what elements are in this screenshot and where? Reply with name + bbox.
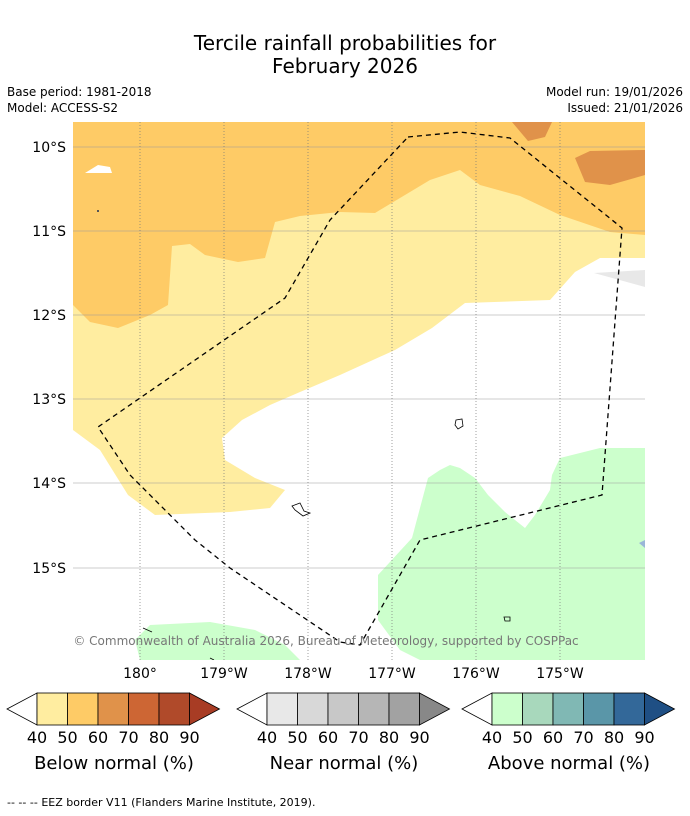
legend-tick-label: 80 [149, 728, 169, 747]
legend-upper-triangle [189, 692, 221, 726]
legend-above-normal-label: Above normal (%) [487, 753, 651, 774]
legend-tick-label: 50 [287, 728, 307, 747]
above-40-region-southwest [135, 622, 300, 660]
legend-tick-label: 80 [604, 728, 624, 747]
above-80-fragment [639, 540, 645, 548]
below-50-white-patch [85, 165, 112, 173]
eez-line-symbol: -- -- -- [7, 796, 38, 809]
legend-color-cell [36, 692, 68, 726]
legend-tick-label: 70 [118, 728, 138, 747]
legend-color-cell [266, 692, 298, 726]
longitude-label: 177°W [368, 666, 416, 682]
latitude-label: 15°S [32, 561, 66, 577]
legend-color-cell [613, 692, 645, 726]
below-60-region-2 [512, 122, 552, 141]
graticule [73, 122, 645, 660]
legend-tick-label: 40 [482, 728, 502, 747]
footnote: -- -- -- EEZ border V11 (Flanders Marine… [7, 796, 315, 809]
legend-color-cell [97, 692, 129, 726]
longitude-label: 178°W [284, 666, 332, 682]
legend-above-normal-bar: 40 50 60 70 80 90 [461, 692, 676, 747]
legend-color-cell [522, 692, 554, 726]
legend-tick-label: 40 [257, 728, 277, 747]
latitude-label: 14°S [32, 476, 66, 492]
map-title-line-1: Tercile rainfall probabilities for [193, 31, 497, 55]
legend-tick-label: 90 [179, 728, 199, 747]
near-40-region [594, 270, 645, 287]
legend-color-cell [67, 692, 99, 726]
legend-bars: 40 50 60 70 80 90 40 50 60 70 80 90 40 50 60 70 80 90 [6, 692, 676, 747]
legend-lower-triangle [6, 692, 38, 726]
legend-tick-label: 70 [348, 728, 368, 747]
legend-tick-label: 50 [57, 728, 77, 747]
latitude-labels: 10°S 11°S 12°S 13°S 14°S 15°S [32, 140, 66, 577]
latitude-label: 12°S [32, 308, 66, 324]
above-40-region-east [378, 448, 645, 660]
model-run-label: Model run: 19/01/2026 [545, 85, 683, 99]
below-50-region [73, 122, 645, 328]
legend-below-normal-label: Below normal (%) [34, 753, 194, 774]
latitude-label: 11°S [32, 224, 66, 240]
below-60-region-1 [575, 150, 645, 185]
map-title-line-2: February 2026 [272, 54, 418, 78]
legend-upper-triangle [419, 692, 451, 726]
map-panel: © Commonwealth of Australia 2026, Bureau… [32, 122, 645, 682]
eez-footnote-text: EEZ border V11 (Flanders Marine Institut… [41, 796, 316, 809]
island-small-south [503, 616, 511, 622]
latitude-label: 13°S [32, 392, 66, 408]
legend-color-cell [583, 692, 615, 726]
legend-tick-label: 80 [379, 728, 399, 747]
legend-color-cell [327, 692, 359, 726]
legend-lower-triangle [236, 692, 268, 726]
below-40-small-patch [168, 395, 186, 408]
legend-color-cell [128, 692, 160, 726]
legend-below-normal-bar: 40 50 60 70 80 90 [6, 692, 221, 747]
legend-tick-label: 60 [318, 728, 338, 747]
longitude-label: 176°W [452, 666, 500, 682]
island-lau-group [291, 502, 312, 517]
legend-color-cell [297, 692, 329, 726]
legend-near-normal-bar: 40 50 60 70 80 90 [236, 692, 451, 747]
model-label: Model: ACCESS-S2 [7, 101, 119, 115]
island-fiji [454, 418, 464, 430]
longitude-labels: 180° 179°W 178°W 177°W 176°W 175°W [123, 666, 584, 682]
legend-tick-label: 70 [573, 728, 593, 747]
legend-near-normal-label: Near normal (%) [269, 753, 419, 774]
legend-lower-triangle [461, 692, 493, 726]
legend-tick-label: 50 [512, 728, 532, 747]
coast-fragment-2 [209, 657, 215, 660]
legend-upper-triangle [644, 692, 676, 726]
legend-tick-label: 60 [88, 728, 108, 747]
longitude-label: 180° [123, 666, 157, 682]
legend-tick-label: 90 [634, 728, 654, 747]
legend-color-cell [491, 692, 523, 726]
coast-fragment-1 [142, 627, 153, 633]
legend-color-cell [552, 692, 584, 726]
legend-tick-label: 90 [409, 728, 429, 747]
issued-label: Issued: 21/01/2026 [567, 101, 683, 115]
legend-tick-label: 60 [543, 728, 563, 747]
copyright-text: © Commonwealth of Australia 2026, Bureau… [73, 634, 578, 648]
longitude-label: 175°W [536, 666, 584, 682]
legend-color-cell [158, 692, 190, 726]
longitude-label: 179°W [200, 666, 248, 682]
legend-tick-label: 40 [27, 728, 47, 747]
dot-marker [97, 210, 99, 212]
latitude-label: 10°S [32, 140, 66, 156]
legend-color-cell [358, 692, 390, 726]
legend-color-cell [388, 692, 420, 726]
base-period-label: Base period: 1981-2018 [7, 85, 152, 99]
